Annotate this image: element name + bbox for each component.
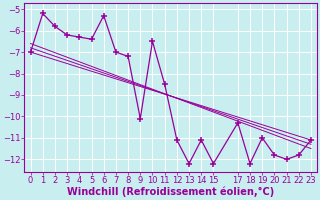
X-axis label: Windchill (Refroidissement éolien,°C): Windchill (Refroidissement éolien,°C) [67, 187, 274, 197]
